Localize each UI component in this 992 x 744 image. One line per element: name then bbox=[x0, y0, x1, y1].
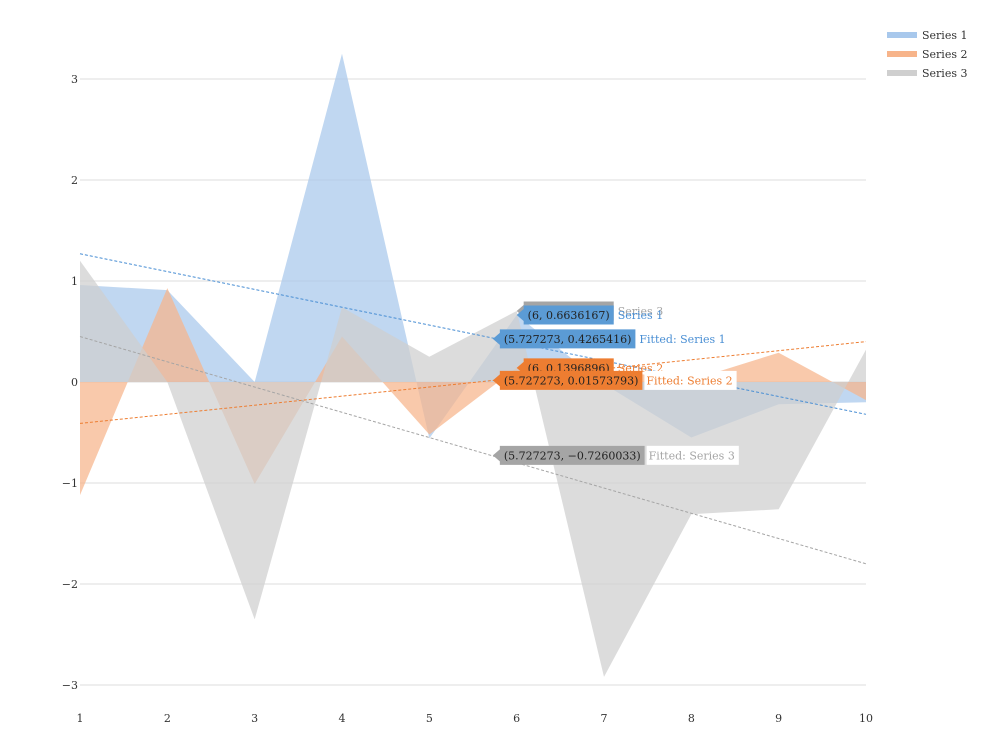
x-tick-label: 1 bbox=[77, 712, 84, 725]
tooltip-name-bg bbox=[644, 370, 737, 390]
y-tick-label: 1 bbox=[71, 275, 78, 288]
tooltip-series-name: Fitted: Series 3 bbox=[649, 449, 735, 462]
tooltip-box bbox=[516, 305, 614, 325]
x-tick-label: 7 bbox=[601, 712, 608, 725]
tooltip-value: (5.727273, −0.7260033) bbox=[504, 449, 641, 462]
tooltip-fitted-series-1: (5.727273, 0.4265416) Fitted: Series 1 bbox=[492, 329, 726, 349]
y-axis-ticks: 3 2 1 0 −1 −2 −3 bbox=[62, 73, 78, 692]
x-tick-label: 9 bbox=[775, 712, 782, 725]
tooltip-name-bg bbox=[646, 445, 739, 465]
trendlines bbox=[79, 253, 867, 565]
tooltip-value: (5.727273, 0.01573793) bbox=[504, 374, 639, 387]
legend-label: Series 2 bbox=[922, 48, 967, 61]
legend-swatch bbox=[887, 51, 917, 57]
tooltip-series-name: Fitted: Series 1 bbox=[639, 333, 725, 346]
legend-swatch bbox=[887, 70, 917, 76]
y-tick-label: 2 bbox=[71, 174, 78, 187]
tooltip-box bbox=[492, 329, 636, 349]
legend-label: Series 3 bbox=[922, 67, 967, 80]
tooltip-series-name: Series 1 bbox=[618, 309, 663, 322]
area-series-3 bbox=[80, 260, 866, 677]
trendline-series-2 bbox=[79, 341, 867, 424]
y-tick-label: 3 bbox=[71, 73, 78, 86]
x-tick-label: 2 bbox=[164, 712, 171, 725]
legend-label: Series 1 bbox=[922, 29, 967, 42]
x-tick-label: 3 bbox=[251, 712, 258, 725]
y-tick-label: −2 bbox=[62, 578, 78, 591]
legend-swatch bbox=[887, 32, 917, 38]
x-axis-ticks: 1 2 3 4 5 6 7 8 9 10 bbox=[77, 712, 874, 725]
trendline-series-3 bbox=[79, 336, 867, 565]
tooltip-series-1: (6, 0.6636167) Series 1 bbox=[516, 305, 663, 325]
x-tick-label: 8 bbox=[688, 712, 695, 725]
tooltip-value: (6, 0.6636167) bbox=[528, 309, 610, 322]
trendline-series-1 bbox=[79, 253, 867, 415]
y-tick-label: −1 bbox=[62, 477, 78, 490]
area-series-1 bbox=[80, 53, 866, 439]
tooltips: (6, 0.7030953)Series 3(6, 0.6636167)Seri… bbox=[492, 301, 739, 465]
x-tick-label: 4 bbox=[339, 712, 346, 725]
y-tick-label: −3 bbox=[62, 679, 78, 692]
x-tick-label: 6 bbox=[513, 712, 520, 725]
y-tick-label: 0 bbox=[71, 376, 78, 389]
tooltip-box bbox=[492, 370, 643, 390]
legend: Series 1 Series 2 Series 3 bbox=[887, 29, 967, 80]
tooltip-fitted-series-3: (5.727273, −0.7260033) Fitted: Series 3 bbox=[492, 445, 739, 465]
tooltip-fitted-series-2: (5.727273, 0.01573793) Fitted: Series 2 bbox=[492, 370, 737, 390]
x-tick-label: 5 bbox=[426, 712, 433, 725]
tooltip-series-name: Series 3 bbox=[618, 305, 663, 318]
x-tick-label: 10 bbox=[859, 712, 873, 725]
tooltip-series-name: Fitted: Series 2 bbox=[646, 374, 732, 387]
tooltip-value: (5.727273, 0.4265416) bbox=[504, 333, 632, 346]
tooltip-box bbox=[492, 445, 645, 465]
series-areas bbox=[80, 53, 866, 677]
